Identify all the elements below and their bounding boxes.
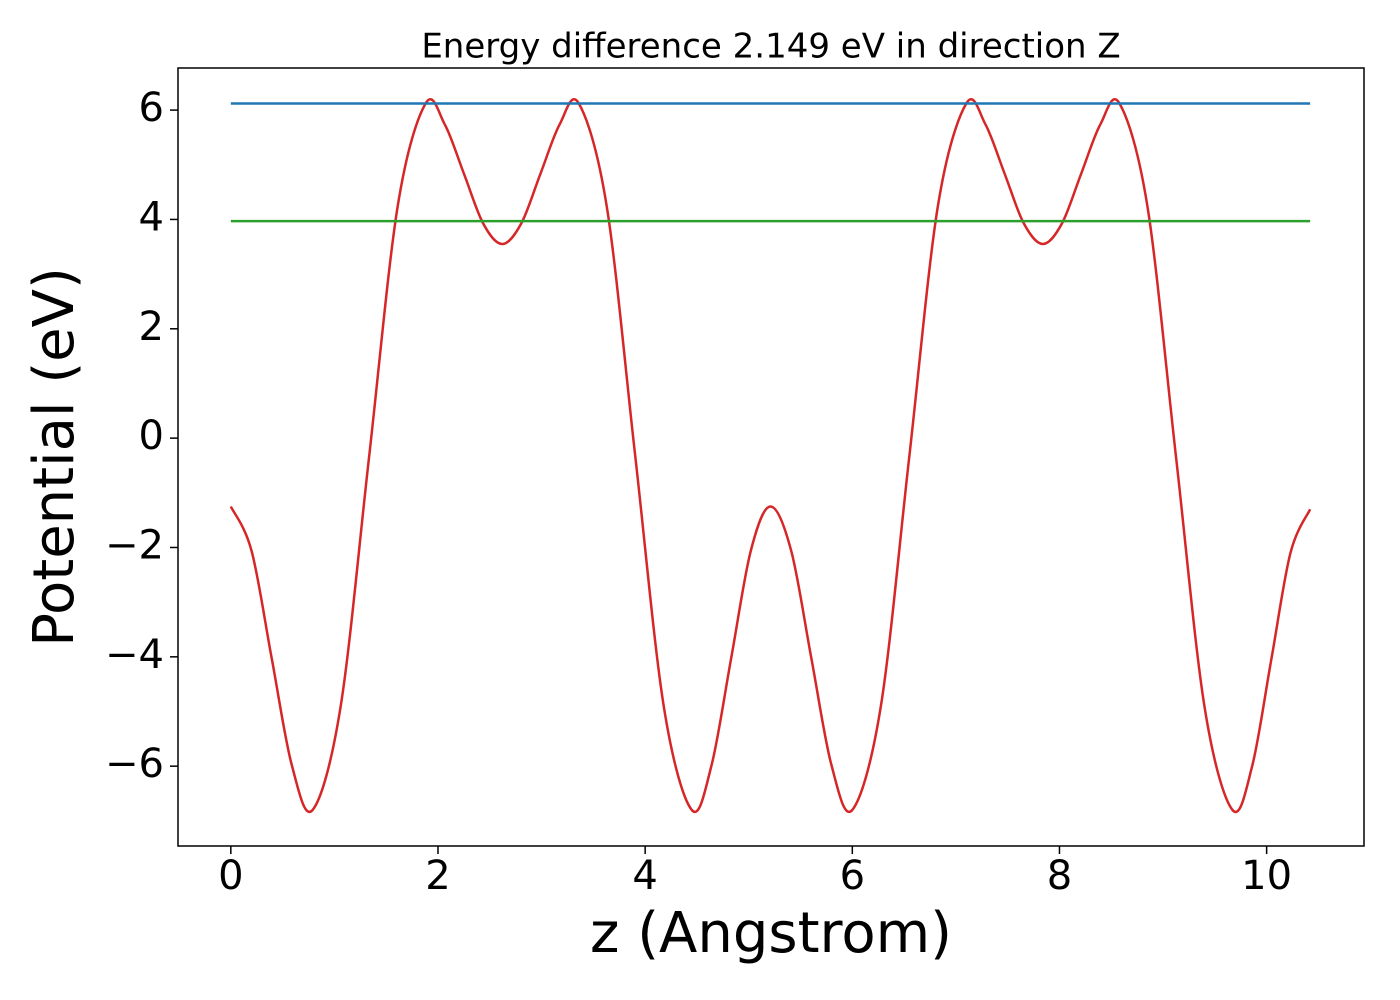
- y-tick-label: −2: [105, 522, 164, 568]
- y-tick-label: −6: [105, 741, 164, 787]
- x-tick-label: 4: [632, 853, 657, 899]
- y-tick-label: −4: [105, 632, 164, 678]
- y-tick-label: 6: [139, 85, 164, 131]
- y-axis-label: Potential (eV): [22, 267, 87, 647]
- line-series: [229, 98, 1312, 814]
- x-tick-label: 2: [425, 853, 450, 899]
- x-tick-label: 0: [218, 853, 243, 899]
- y-tick-label: 4: [139, 194, 164, 240]
- plot-frame: [177, 67, 1365, 847]
- y-tick-label: 0: [139, 413, 164, 459]
- x-tick-label: 6: [840, 853, 865, 899]
- x-tick-label: 10: [1241, 853, 1292, 899]
- x-tick-label: 8: [1047, 853, 1072, 899]
- chart-title: Energy difference 2.149 eV in direction …: [421, 27, 1120, 67]
- y-tick-label: 2: [139, 304, 164, 350]
- x-axis-label: z (Angstrom): [590, 901, 952, 966]
